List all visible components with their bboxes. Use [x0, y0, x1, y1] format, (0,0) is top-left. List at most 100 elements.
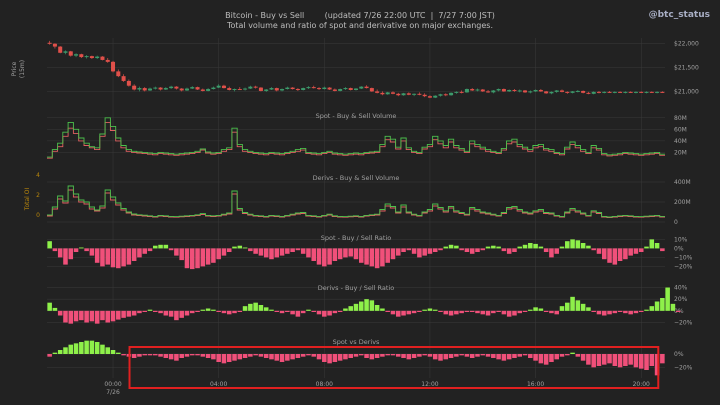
ratio-bar [285, 354, 290, 361]
ratio-bar [438, 354, 443, 361]
ratio-bar [628, 310, 633, 315]
ratio-bar [179, 354, 184, 358]
ratio-bar [432, 354, 438, 360]
ratio-bar [311, 248, 317, 261]
ratio-bar [110, 350, 116, 354]
candle-body [575, 90, 580, 92]
ratio-bar [448, 244, 454, 249]
y-tick-label: 20M [674, 149, 687, 156]
x-tick-label: 00:00 [104, 381, 121, 388]
panel-title: Spot - Buy & Sell Volume [316, 112, 397, 120]
ratio-bar [184, 310, 190, 316]
candle-body [607, 91, 612, 93]
ratio-bar [332, 248, 338, 261]
candle-body [649, 91, 654, 93]
ratio-bar [263, 248, 269, 258]
ratio-bar [322, 248, 327, 267]
ratio-bar [586, 245, 591, 249]
candle-body [480, 89, 485, 92]
ratio-bar [348, 306, 353, 311]
ratio-bar [68, 310, 74, 324]
ratio-bar [179, 310, 184, 318]
candle-body [116, 71, 121, 77]
candle-body [322, 87, 327, 90]
x-tick-label: 12:00 [421, 381, 438, 388]
ratio-bar [417, 310, 422, 312]
y-tick-label: −20% [674, 364, 693, 371]
candle-body [190, 87, 195, 89]
y-tick-label: −10% [674, 254, 693, 261]
ratio-bar [295, 354, 301, 358]
candle-body [290, 87, 295, 90]
ratio-bar [89, 340, 95, 354]
ratio-bar [654, 354, 660, 376]
ratio-bar [464, 248, 470, 252]
candle-body [390, 92, 395, 94]
ratio-bar [205, 248, 211, 265]
ratio-bar [226, 248, 232, 252]
ratio-bar [226, 310, 232, 315]
candle-body [306, 87, 311, 89]
y-tick-label: 20% [674, 296, 688, 303]
ratio-bar [216, 354, 221, 362]
candle-body [633, 91, 638, 93]
ratio-bar [395, 354, 401, 357]
ratio-bar [121, 310, 126, 318]
ratio-bar [131, 310, 137, 316]
ratio-bar [295, 310, 301, 317]
ratio-bar [73, 248, 79, 252]
x-tick-label: 08:00 [316, 381, 333, 388]
candle-body [327, 87, 332, 90]
ratio-bar [232, 310, 237, 314]
candle-body [47, 42, 52, 44]
ratio-bar [517, 310, 523, 314]
candle-body [438, 94, 443, 96]
ratio-bar [549, 248, 554, 258]
ratio-bar [491, 310, 496, 314]
ratio-bar [601, 354, 607, 365]
ratio-bar [52, 248, 58, 252]
candle-body [237, 89, 242, 91]
candle-body [401, 93, 406, 96]
ratio-bar [623, 310, 628, 314]
ratio-bar [242, 354, 248, 358]
candle-body [380, 92, 385, 95]
ratio-bar [395, 248, 401, 256]
ratio-bar [306, 354, 311, 356]
ratio-bar [665, 287, 670, 311]
candle-body [343, 88, 348, 90]
ratio-bar [469, 354, 475, 358]
ratio-bar [306, 309, 311, 311]
ratio-bar [258, 354, 264, 357]
ratio-bar [380, 248, 385, 267]
candle-body [285, 87, 290, 90]
ratio-bar [422, 248, 427, 256]
ratio-bar [570, 239, 575, 249]
ratio-bar [189, 310, 195, 314]
ratio-bar [248, 248, 253, 252]
panel-title: Derivs - Buy & Sell Volume [313, 174, 400, 182]
candle-body [253, 86, 258, 88]
ratio-bar [211, 248, 216, 263]
candle-body [586, 92, 591, 94]
panel-title: Spot - Buy / Sell Ratio [321, 234, 392, 242]
ratio-bar [327, 310, 332, 316]
ratio-bar [195, 354, 200, 356]
ratio-bar [660, 248, 665, 252]
panel-title: Spot vs Derivs [333, 338, 380, 346]
ratio-bar [485, 246, 491, 249]
ratio-bar [448, 310, 454, 316]
ratio-bar [501, 248, 507, 252]
ratio-bar [73, 310, 79, 322]
ratio-bar [237, 354, 243, 360]
ratio-bar [480, 354, 486, 356]
ratio-bar [591, 310, 596, 312]
ratio-bar [263, 307, 269, 311]
ratio-bar [512, 354, 517, 358]
ratio-bar [337, 248, 343, 260]
candle-body [443, 94, 448, 96]
candle-body [301, 88, 306, 90]
ratio-bar [63, 347, 68, 354]
ratio-bar [205, 354, 211, 358]
ratio-bar [422, 354, 427, 356]
